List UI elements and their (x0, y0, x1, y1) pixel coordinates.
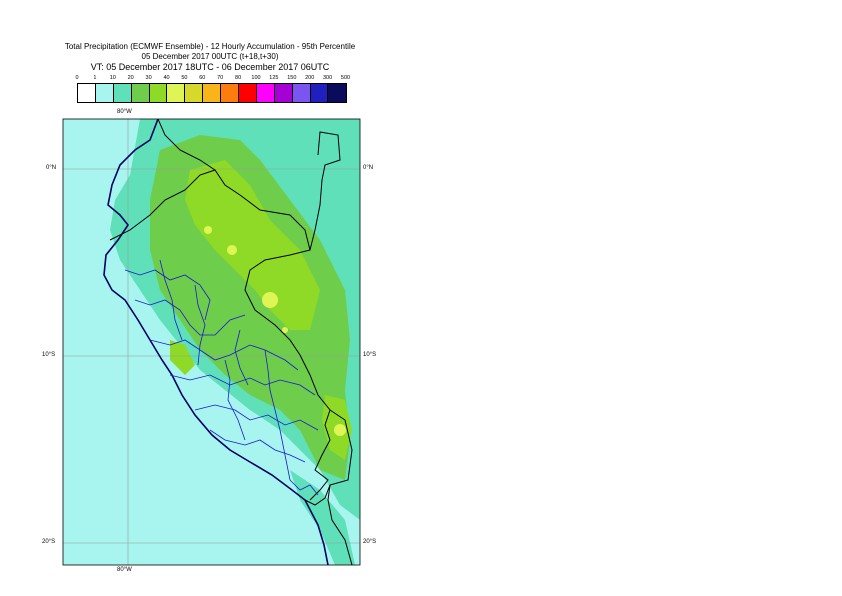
legend-tick-label: 70 (217, 75, 224, 81)
precip-peak-40-50 (227, 245, 237, 255)
lat-label-20s-right: 20°S (363, 539, 377, 545)
map-title: Total Precipitation (ECMWF Ensemble) - 1… (40, 42, 380, 73)
legend-tick-label: 10 (109, 75, 116, 81)
legend-swatch (239, 84, 257, 102)
legend-swatch (221, 84, 240, 102)
precip-band-30-40 (170, 340, 195, 375)
precip-band-10-20 (290, 470, 355, 565)
title-product: Total Precipitation (ECMWF Ensemble) - 1… (64, 42, 356, 51)
title-valid-time: VT: 05 December 2017 18UTC - 06 December… (90, 62, 330, 72)
map-frame (62, 118, 361, 566)
legend-swatch (292, 84, 311, 102)
lon-label-top: 80°W (117, 109, 132, 115)
legend-swatch (95, 84, 114, 102)
coastline (103, 119, 329, 565)
lat-label-20s-left: 20°S (42, 539, 56, 545)
precip-peak-40-50 (204, 226, 212, 234)
legend-swatch (310, 84, 329, 102)
legend-swatch (185, 84, 204, 102)
legend-tick-label: 50 (181, 75, 188, 81)
peru-chile-border (304, 484, 331, 506)
legend-swatch (78, 84, 96, 102)
legend-swatch (131, 84, 150, 102)
legend-tick-label: 100 (251, 75, 261, 81)
color-legend (77, 83, 348, 103)
precip-peak-40-50 (282, 327, 288, 333)
legend-tick-label: 80 (235, 75, 242, 81)
legend-swatch (274, 84, 293, 102)
legend-swatch (167, 84, 186, 102)
legend-tick-label: 0 (75, 75, 79, 81)
legend-tick-label: 1 (93, 75, 97, 81)
colombia-brazil-border (309, 131, 341, 251)
legend-tick-label: 125 (269, 75, 279, 81)
lon-label-bottom: 80°W (117, 567, 132, 573)
legend-tick-label: 500 (340, 75, 351, 81)
legend-swatch (113, 84, 132, 102)
peru-border (109, 169, 331, 501)
legend-swatch (256, 84, 275, 102)
legend-tick-label: 150 (287, 75, 297, 81)
precip-peak-40-50 (262, 292, 278, 308)
legend-scale-labels: 0 1 10 20 30 40 50 60 70 80 100 125 150 200 300 500 (70, 75, 350, 84)
legend-tick-label: 60 (199, 75, 206, 81)
legend-swatch (203, 84, 222, 102)
precip-peak-40-50 (334, 424, 346, 436)
legend-swatch (149, 84, 168, 102)
legend-tick-label: 20 (127, 75, 134, 81)
lat-label-10s-right: 10°S (363, 352, 377, 358)
title-base-time: 05 December 2017 00UTC (t+18,t+30) (141, 52, 279, 61)
department-boundaries (124, 259, 319, 496)
lat-label-10s-left: 10°S (42, 352, 56, 358)
precip-band-30-40 (185, 160, 320, 330)
legend-tick-label: 300 (323, 75, 333, 81)
ecuador-colombia-border (157, 119, 216, 171)
lat-label-0-left: 0°N (46, 165, 57, 171)
legend-tick-label: 30 (145, 75, 152, 81)
lat-label-0-right: 0°N (363, 165, 374, 171)
legend-tick-label: 40 (163, 75, 170, 81)
legend-tick-label: 200 (305, 75, 315, 81)
legend-swatch (328, 84, 347, 102)
